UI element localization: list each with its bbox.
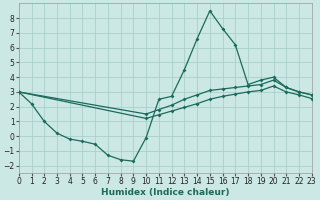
X-axis label: Humidex (Indice chaleur): Humidex (Indice chaleur) [101, 188, 229, 197]
